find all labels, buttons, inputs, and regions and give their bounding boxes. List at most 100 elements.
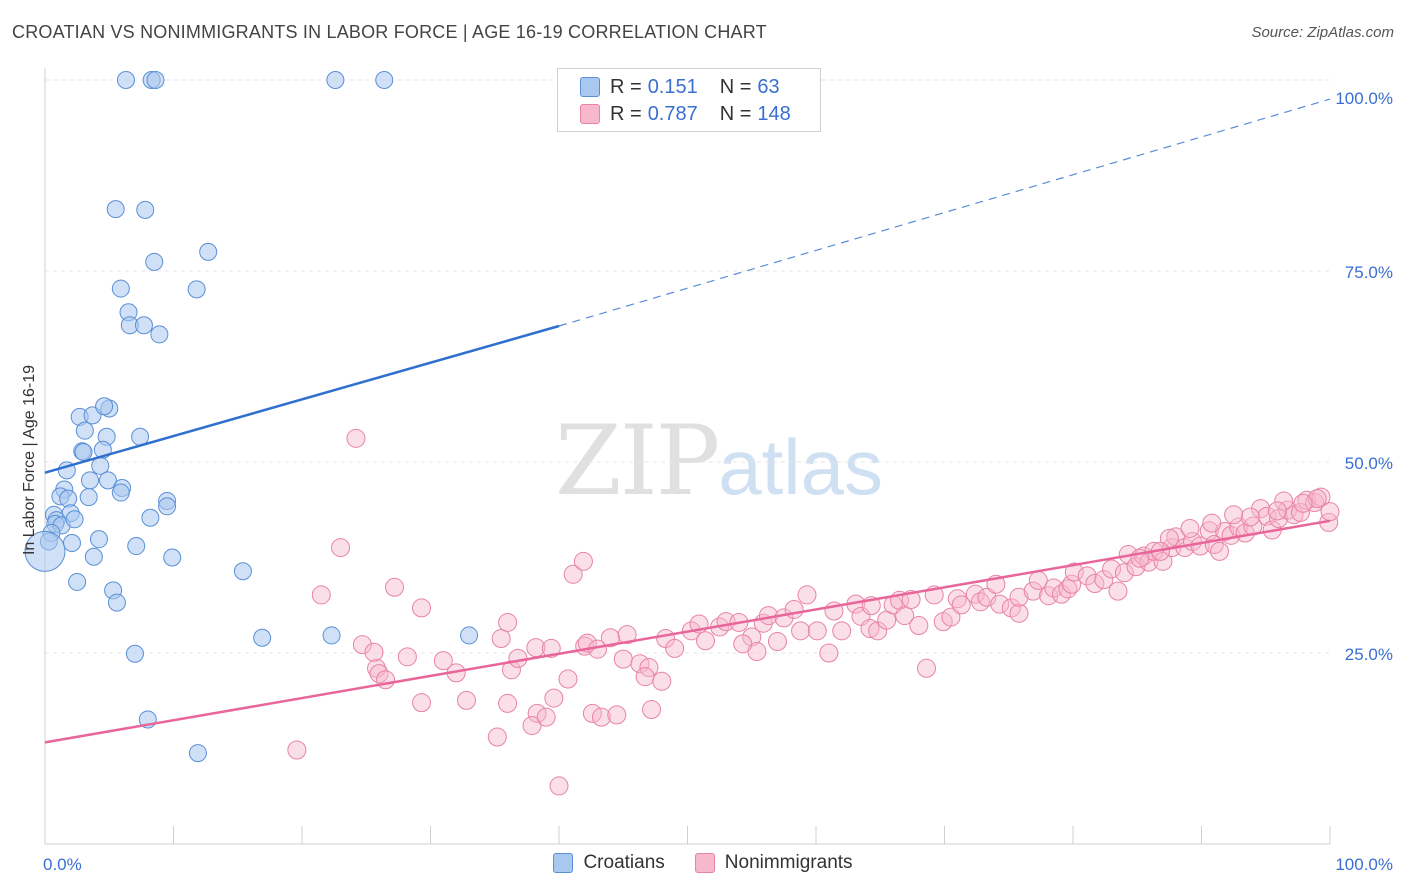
data-point-nonimmigrants <box>487 727 507 747</box>
data-point-croatians <box>98 471 117 490</box>
data-point-nonimmigrants <box>767 632 787 652</box>
data-point-croatians <box>187 280 206 299</box>
data-point-nonimmigrants <box>607 705 627 725</box>
legend-n-label: N = <box>719 102 752 125</box>
legend-r-label: R = <box>610 75 642 98</box>
data-point-croatians <box>84 547 103 566</box>
data-point-croatians <box>65 510 84 529</box>
data-point-nonimmigrants <box>498 693 518 713</box>
data-point-nonimmigrants <box>1062 574 1082 594</box>
data-point-croatians <box>68 572 87 591</box>
data-point-croatians <box>158 497 177 516</box>
data-point-croatians <box>136 200 155 219</box>
data-point-croatians <box>233 562 252 581</box>
data-point-nonimmigrants <box>1224 505 1244 525</box>
data-point-croatians <box>111 279 130 298</box>
data-point-nonimmigrants <box>784 599 804 619</box>
data-point-nonimmigrants <box>456 690 476 710</box>
watermark-zip: ZIP <box>555 405 720 517</box>
data-point-croatians <box>107 593 126 612</box>
data-point-nonimmigrants <box>536 707 556 727</box>
data-point-nonimmigrants <box>412 693 432 713</box>
data-point-nonimmigrants <box>376 670 396 690</box>
legend-swatch-blue <box>553 853 574 873</box>
data-point-croatians <box>253 628 272 647</box>
data-point-croatians <box>79 488 98 507</box>
data-point-croatians <box>326 71 345 89</box>
data-point-nonimmigrants <box>364 642 384 662</box>
stats-legend: R = 0.151 N = 63 R = 0.787 N = 148 <box>557 68 821 132</box>
croatians-points <box>24 71 479 763</box>
x-tick-label: 100.0% <box>1335 855 1393 874</box>
data-point-croatians <box>80 471 99 490</box>
data-point-nonimmigrants <box>1094 570 1114 590</box>
data-point-nonimmigrants <box>917 658 937 678</box>
data-point-croatians <box>24 530 66 572</box>
legend-item-croatians[interactable]: Croatians <box>553 852 665 874</box>
data-point-nonimmigrants <box>909 615 929 635</box>
data-point-croatians <box>375 71 394 89</box>
data-point-nonimmigrants <box>311 585 331 605</box>
legend-n-value: 63 <box>757 75 780 98</box>
data-point-nonimmigrants <box>1307 489 1327 509</box>
data-point-nonimmigrants <box>1009 587 1029 607</box>
chart-title: CROATIAN VS NONIMMIGRANTS IN LABOR FORCE… <box>12 22 767 42</box>
data-point-nonimmigrants <box>508 648 528 668</box>
data-point-nonimmigrants <box>791 621 811 641</box>
data-point-croatians <box>75 421 94 440</box>
data-point-nonimmigrants <box>1297 490 1317 510</box>
data-point-nonimmigrants <box>951 595 971 615</box>
series-legend: Croatians Nonimmigrants <box>0 852 1406 874</box>
data-point-croatians <box>188 744 207 763</box>
data-point-nonimmigrants <box>642 700 662 720</box>
data-point-nonimmigrants <box>665 638 685 658</box>
data-point-croatians <box>106 200 125 219</box>
nonimmigrants-points <box>287 428 1340 796</box>
trend-lines <box>44 98 1331 744</box>
data-point-croatians <box>150 325 169 344</box>
data-point-nonimmigrants <box>1108 581 1128 601</box>
y-tick-label: 25.0% <box>1345 645 1393 664</box>
data-point-nonimmigrants <box>1251 499 1271 519</box>
data-point-nonimmigrants <box>498 612 518 632</box>
data-point-nonimmigrants <box>346 428 366 448</box>
legend-row-croatians: R = 0.151 N = 63 <box>580 75 780 99</box>
data-point-croatians <box>199 242 218 261</box>
data-point-nonimmigrants <box>412 598 432 618</box>
y-axis-label: In Labor Force | Age 16-19 <box>21 365 38 555</box>
data-point-nonimmigrants <box>617 625 637 645</box>
legend-swatch-pink <box>580 104 600 124</box>
data-point-nonimmigrants <box>797 585 817 605</box>
data-point-croatians <box>62 533 81 552</box>
data-point-nonimmigrants <box>352 635 372 655</box>
data-point-nonimmigrants <box>807 621 827 641</box>
trend-line-nonimmigrants <box>44 519 1331 744</box>
data-point-croatians <box>322 626 341 645</box>
legend-item-nonimmigrants[interactable]: Nonimmigrants <box>694 852 853 874</box>
data-point-nonimmigrants <box>1114 563 1134 583</box>
data-point-nonimmigrants <box>635 667 655 687</box>
data-point-nonimmigrants <box>832 621 852 641</box>
data-point-nonimmigrants <box>819 643 839 663</box>
source-label: Source: ZipAtlas.com <box>1251 24 1394 41</box>
watermark-atlas: atlas <box>718 423 883 511</box>
data-point-nonimmigrants <box>397 647 417 667</box>
y-tick-label: 50.0% <box>1345 454 1393 473</box>
tick-labels: 25.0% 50.0% 75.0% 100.0% 0.0% 100.0% <box>43 89 1393 874</box>
data-point-croatians <box>111 483 130 502</box>
data-point-nonimmigrants <box>1064 562 1084 582</box>
data-point-nonimmigrants <box>1320 502 1340 522</box>
data-point-croatians <box>95 397 114 416</box>
data-point-croatians <box>141 508 160 527</box>
data-point-croatians <box>74 443 93 462</box>
data-point-nonimmigrants <box>1240 507 1260 527</box>
y-tick-label: 100.0% <box>1335 89 1393 108</box>
data-point-nonimmigrants <box>549 776 569 796</box>
data-point-nonimmigrants <box>695 631 715 651</box>
trend-line-croatians <box>44 324 560 474</box>
data-point-nonimmigrants <box>491 628 511 648</box>
legend-r-label: R = <box>610 102 642 125</box>
data-point-nonimmigrants <box>1023 581 1043 601</box>
data-point-nonimmigrants <box>573 551 593 571</box>
